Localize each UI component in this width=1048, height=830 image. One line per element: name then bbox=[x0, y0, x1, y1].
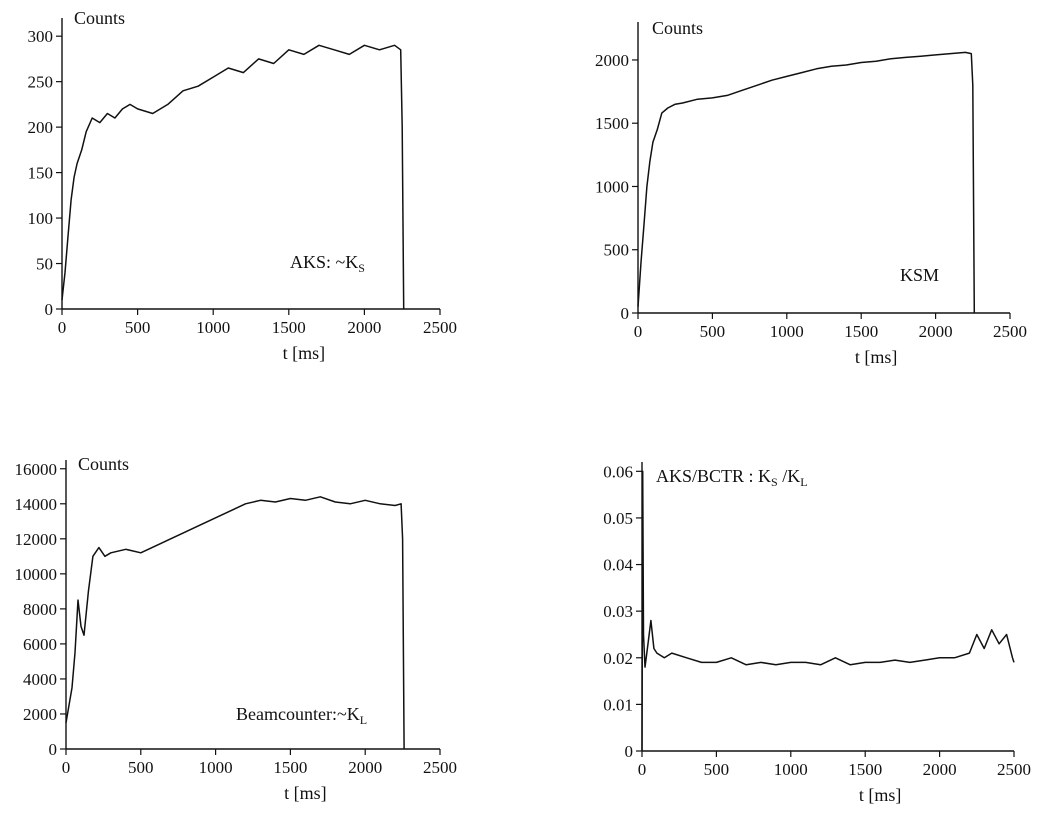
y-tick-label: 1500 bbox=[595, 114, 629, 133]
y-tick-label: 300 bbox=[28, 27, 54, 46]
y-tick-label: 0 bbox=[45, 300, 54, 319]
y-tick-label: 0 bbox=[621, 304, 630, 323]
panel-label: AKS: ~KS bbox=[290, 252, 365, 275]
x-tick-label: 1000 bbox=[770, 322, 804, 341]
panel-label: KSM bbox=[900, 265, 939, 285]
y-tick-label: 0.01 bbox=[603, 695, 633, 714]
y-tick-label: 6000 bbox=[23, 635, 57, 654]
y-tick-label: 150 bbox=[28, 164, 54, 183]
panel-ratio: 0 500 1000 1500 2000 2500 0 0.01 0.02 0.03 0.04 0.0… bbox=[603, 462, 1031, 805]
x-tick-label: 2000 bbox=[347, 318, 381, 337]
x-axis-title: t [ms] bbox=[859, 785, 902, 805]
x-tick-label: 500 bbox=[704, 760, 730, 779]
y-tick-label: 0.05 bbox=[603, 509, 633, 528]
panel-ksm: 0 500 1000 1500 2000 2500 0 500 1000 1500 2000 Coun… bbox=[595, 18, 1027, 367]
x-tick-label: 2500 bbox=[423, 318, 457, 337]
x-tick-label: 2500 bbox=[993, 322, 1027, 341]
x-tick-label: 0 bbox=[638, 760, 647, 779]
x-axis-title: t [ms] bbox=[855, 347, 898, 367]
x-tick-label: 1000 bbox=[199, 758, 233, 777]
x-tick-label: 1000 bbox=[196, 318, 230, 337]
y-tick-label: 100 bbox=[28, 209, 54, 228]
y-tick-label: 200 bbox=[28, 118, 54, 137]
y-tick-label: 0.04 bbox=[603, 556, 633, 575]
series-line bbox=[65, 496, 405, 750]
y-axis-title: Counts bbox=[652, 18, 703, 38]
x-tick-label: 0 bbox=[62, 758, 71, 777]
y-tick-label: 0.06 bbox=[603, 462, 633, 481]
x-axis-title: t [ms] bbox=[283, 343, 326, 363]
panel-label-sub: S bbox=[358, 261, 365, 275]
series-line bbox=[637, 51, 976, 314]
y-tick-label: 0.02 bbox=[603, 649, 633, 668]
x-tick-label: 500 bbox=[128, 758, 154, 777]
panel-label-mid: /K bbox=[778, 466, 801, 486]
x-tick-label: 1500 bbox=[844, 322, 878, 341]
panel-label-main: AKS/BCTR : K bbox=[656, 466, 771, 486]
y-tick-label: 12000 bbox=[15, 530, 58, 549]
y-tick-label: 2000 bbox=[23, 705, 57, 724]
x-tick-label: 0 bbox=[58, 318, 67, 337]
y-axis-title: Counts bbox=[74, 8, 125, 28]
y-tick-label: 1000 bbox=[595, 177, 629, 196]
panel-label-sub: L bbox=[360, 713, 367, 727]
x-tick-label: 2000 bbox=[348, 758, 382, 777]
panel-label: AKS/BCTR : KS /KL bbox=[656, 466, 808, 489]
series-line bbox=[641, 470, 1015, 752]
panel-label: Beamcounter:~KL bbox=[236, 704, 367, 727]
panel-label-sub2: L bbox=[800, 475, 807, 489]
y-axis-title: Counts bbox=[78, 454, 129, 474]
x-tick-label: 2500 bbox=[423, 758, 457, 777]
y-tick-label: 14000 bbox=[15, 495, 58, 514]
y-tick-label: 10000 bbox=[15, 565, 58, 584]
x-tick-label: 500 bbox=[125, 318, 151, 337]
x-tick-label: 1000 bbox=[774, 760, 808, 779]
y-tick-label: 2000 bbox=[595, 51, 629, 70]
x-axis-title: t [ms] bbox=[284, 783, 327, 803]
series-line bbox=[61, 44, 405, 310]
y-tick-label: 0 bbox=[625, 742, 634, 761]
x-tick-label: 2000 bbox=[919, 322, 953, 341]
panel-label-main: KSM bbox=[900, 265, 939, 285]
y-tick-label: 0.03 bbox=[603, 602, 633, 621]
y-tick-label: 500 bbox=[604, 241, 630, 260]
y-tick-label: 50 bbox=[36, 255, 53, 274]
y-tick-label: 4000 bbox=[23, 670, 57, 689]
x-tick-label: 500 bbox=[700, 322, 726, 341]
panel-label-main: AKS: ~K bbox=[290, 252, 358, 272]
x-tick-label: 1500 bbox=[272, 318, 306, 337]
x-tick-label: 1500 bbox=[273, 758, 307, 777]
panel-aks: 0 500 1000 1500 2000 2500 0 50 100 150 200 250 300 Co… bbox=[28, 8, 458, 363]
y-tick-label: 8000 bbox=[23, 600, 57, 619]
panel-label-main: Beamcounter:~K bbox=[236, 704, 360, 724]
x-tick-label: 0 bbox=[634, 322, 643, 341]
x-tick-label: 2000 bbox=[923, 760, 957, 779]
panel-label-sub: S bbox=[771, 475, 778, 489]
panel-beamcounter: 0 500 1000 1500 2000 2500 0 2000 4000 6000 8000 100… bbox=[15, 454, 458, 803]
y-tick-label: 16000 bbox=[15, 460, 58, 479]
x-tick-label: 2500 bbox=[997, 760, 1031, 779]
y-tick-label: 250 bbox=[28, 73, 54, 92]
x-tick-label: 1500 bbox=[848, 760, 882, 779]
y-tick-label: 0 bbox=[49, 740, 58, 759]
